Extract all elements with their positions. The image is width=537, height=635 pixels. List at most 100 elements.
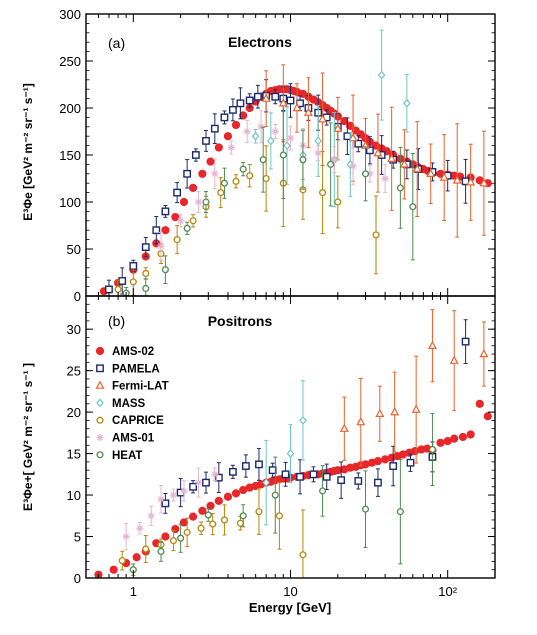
positron-mass-point [299, 415, 307, 425]
electron-fermi-point [373, 148, 383, 157]
y-tick-label: 50 [67, 242, 81, 257]
positron-caprice-point [209, 520, 217, 528]
electron-heat-point [396, 184, 404, 192]
positron-ams02-point [231, 489, 241, 498]
electron-ams02-point [239, 111, 248, 120]
electron-fermi-point [348, 133, 358, 142]
electron-ams02-point [206, 157, 215, 166]
electron-fermi-point [466, 177, 476, 186]
y-tick-label: 100 [59, 195, 81, 210]
legend-marker [96, 398, 104, 408]
positron-pamela-point [389, 462, 398, 470]
positron-ams02-point [171, 524, 180, 534]
electron-caprice-point [372, 231, 380, 239]
electron-pamela-point [253, 92, 262, 101]
electron-fermi-point [303, 107, 313, 116]
electron-fermi-point [439, 172, 449, 181]
legend-item: MASS [96, 398, 146, 410]
electron-pamela-point [173, 188, 182, 197]
positron-pamela-point [214, 473, 223, 482]
electron-ams01-point [286, 134, 295, 142]
positron-y-axis-label: E³Φe+[ GeV² m⁻² sr⁻¹ s⁻¹ ] [21, 363, 35, 511]
electron-ams01-point [194, 198, 203, 206]
electron-caprice-point [319, 189, 327, 197]
positron-ams02-point [132, 553, 141, 562]
y-tick-label: 250 [59, 54, 81, 69]
electron-pamela-point [236, 99, 245, 108]
positron-ams01-point [122, 532, 130, 541]
positron-series-ams01 [122, 467, 219, 551]
electron-pamela-point [286, 96, 295, 105]
positron-heat-point [157, 547, 165, 556]
legend-label: AMS-01 [112, 433, 155, 445]
positron-ams02-point [373, 456, 383, 466]
electron-ams02-point [171, 212, 180, 222]
legend-item: CAPRICE [96, 415, 164, 427]
electron-caprice-point [262, 174, 270, 183]
electron-heat-point [202, 198, 210, 206]
electron-pamela-point [191, 151, 200, 159]
positron-ams01-point [169, 491, 178, 499]
electron-pamela-point [202, 136, 210, 145]
electron-panel: 0 50 100 150 200 250 300 (a) Electrons E³Φe [G… [21, 7, 496, 304]
electron-heat-point [299, 156, 307, 164]
positron-pamela-point [189, 482, 197, 491]
positron-ams02-point [436, 438, 445, 447]
electron-pamela-point [271, 92, 280, 101]
electron-ams02-point [179, 197, 189, 207]
electron-ams02-point [231, 120, 241, 130]
positron-ams01-point [157, 495, 165, 503]
electron-series-caprice [114, 139, 380, 296]
positron-heat-point [361, 505, 370, 513]
electron-ams01-point [330, 156, 338, 164]
electron-ams02-point [188, 183, 198, 192]
electron-fermi-point [261, 93, 271, 102]
positron-series-fermi [339, 309, 489, 467]
electron-ams02-point [161, 226, 170, 235]
positron-ams02-point [450, 434, 459, 443]
y-tick-label: 0 [74, 289, 81, 304]
x-tick-label: 10² [438, 584, 457, 599]
positron-heat-point [177, 534, 185, 542]
positron-panel: 0 5 10 15 20 25 30 1 10 10² (b) Positrons E³Φe+[ … [21, 295, 496, 599]
legend: AMS-02 PAMELA Fermi-LAT MASS CAPRICE AMS-01 HE… [95, 346, 169, 462]
legend-label: CAPRICE [112, 415, 164, 427]
electron-fermi-point [318, 114, 328, 123]
legend-marker [95, 346, 105, 356]
electron-ams02-point [223, 132, 233, 141]
positron-fermi-point [339, 423, 349, 432]
positron-caprice-point [142, 545, 150, 553]
positron-series-ams02 [94, 399, 492, 578]
electron-series-ams02 [99, 85, 492, 296]
positron-heat-point [396, 508, 404, 516]
electron-heat-point [183, 224, 191, 232]
electron-caprice-point [114, 285, 122, 293]
electron-caprice-point [246, 172, 254, 180]
electron-ams01-point [211, 170, 219, 178]
positron-pamela-point [228, 467, 237, 476]
legend-label: HEAT [112, 450, 142, 462]
x-axis-label: Energy [GeV] [249, 600, 331, 615]
electron-fermi-point [278, 98, 288, 107]
legend-marker [96, 451, 104, 459]
electron-pamela-point [152, 226, 161, 235]
electron-fermi-point [426, 168, 436, 177]
positron-pamela-point [309, 470, 318, 479]
electron-caprice-point [217, 189, 225, 197]
electron-heat-point [220, 179, 228, 187]
positron-pamela-point [354, 477, 363, 485]
electron-ams02-point [340, 117, 349, 126]
positron-caprice-point [299, 551, 307, 559]
positron-caprice-point [220, 516, 228, 524]
electron-fermi-point [452, 175, 462, 184]
electron-caprice-point [189, 217, 197, 225]
y-tick-label: 20 [67, 405, 81, 420]
electron-pamela-point [141, 243, 150, 252]
electron-heat-point [259, 156, 267, 164]
positron-ams01-point [194, 479, 203, 487]
positron-heat-point [239, 512, 247, 520]
electron-caprice-point [142, 269, 150, 277]
positron-caprice-point [236, 519, 244, 527]
electron-panel-title: Electrons [228, 34, 292, 50]
